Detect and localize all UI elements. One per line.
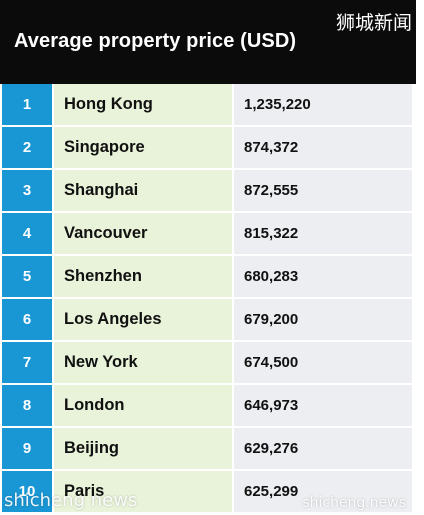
rank-cell: 6 xyxy=(2,299,52,340)
rank-cell: 9 xyxy=(2,428,52,469)
watermark-bottom-left: shicheng news xyxy=(4,490,138,511)
table-row: 5 Shenzhen 680,283 xyxy=(0,256,416,299)
price-cell: 872,555 xyxy=(234,170,412,211)
city-cell: Hong Kong xyxy=(54,84,232,125)
city-cell: Vancouver xyxy=(54,213,232,254)
header-watermark: 狮城新闻 xyxy=(335,12,412,34)
city-cell: Shanghai xyxy=(54,170,232,211)
table-header: Average property price (USD) 狮城新闻 xyxy=(0,0,416,84)
city-cell: Paris xyxy=(54,471,232,512)
rank-cell: 7 xyxy=(2,342,52,383)
table-row: 10 Paris 625,299 xyxy=(0,471,416,514)
watermark-bottom-right: shicheng.news xyxy=(302,495,406,511)
rank-cell: 3 xyxy=(2,170,52,211)
table-title: Average property price (USD) xyxy=(14,30,297,52)
city-cell: London xyxy=(54,385,232,426)
table-row: 7 New York 674,500 xyxy=(0,342,416,385)
rank-cell: 1 xyxy=(2,84,52,125)
city-cell: Beijing xyxy=(54,428,232,469)
city-cell: Los Angeles xyxy=(54,299,232,340)
price-cell: 629,276 xyxy=(234,428,412,469)
table-row: 4 Vancouver 815,322 xyxy=(0,213,416,256)
price-cell: 1,235,220 xyxy=(234,84,412,125)
city-cell: Shenzhen xyxy=(54,256,232,297)
rank-cell: 2 xyxy=(2,127,52,168)
price-cell: 815,322 xyxy=(234,213,412,254)
price-cell: 625,299 xyxy=(234,471,412,512)
price-cell: 674,500 xyxy=(234,342,412,383)
price-cell: 680,283 xyxy=(234,256,412,297)
table-row: 2 Singapore 874,372 xyxy=(0,127,416,170)
rank-cell: 5 xyxy=(2,256,52,297)
price-cell: 646,973 xyxy=(234,385,412,426)
table-row: 6 Los Angeles 679,200 xyxy=(0,299,416,342)
right-edge xyxy=(416,0,424,515)
rank-cell: 10 xyxy=(2,471,52,512)
table-row: 8 London 646,973 xyxy=(0,385,416,428)
rank-cell: 8 xyxy=(2,385,52,426)
city-cell: New York xyxy=(54,342,232,383)
city-cell: Singapore xyxy=(54,127,232,168)
price-cell: 874,372 xyxy=(234,127,412,168)
table-row: 3 Shanghai 872,555 xyxy=(0,170,416,213)
price-cell: 679,200 xyxy=(234,299,412,340)
rank-cell: 4 xyxy=(2,213,52,254)
table-row: 9 Beijing 629,276 xyxy=(0,428,416,471)
table-row: 1 Hong Kong 1,235,220 xyxy=(0,84,416,127)
